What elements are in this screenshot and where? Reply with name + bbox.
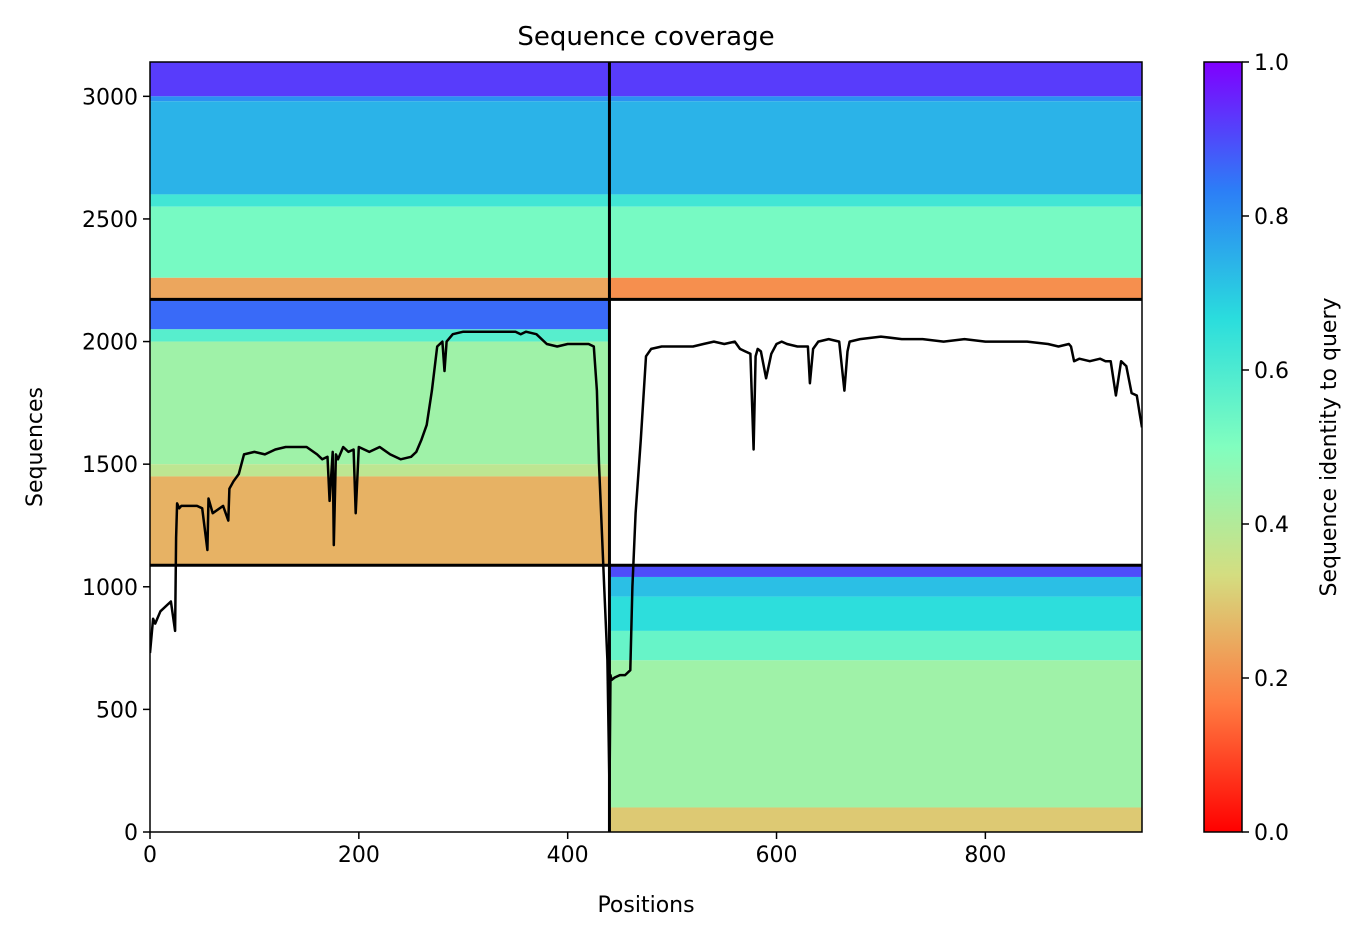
chain-2-bottom-block <box>609 565 1142 832</box>
y-axis: 0 500 1000 1500 2000 2500 3000 <box>82 85 150 846</box>
coverage-line-layer <box>150 330 1142 792</box>
chain-1-self-block <box>150 62 610 300</box>
identity-band <box>150 341 610 465</box>
identity-band <box>150 194 610 207</box>
x-tick-label: 400 <box>547 843 589 868</box>
y-tick-label: 2000 <box>82 331 138 356</box>
coverage-line <box>150 330 1142 792</box>
identity-band <box>150 464 610 477</box>
colorbar-tick-label: 0.0 <box>1254 821 1289 846</box>
chain-2-self-block <box>609 62 1142 300</box>
identity-band <box>609 596 1142 631</box>
x-axis: 0 200 400 600 800 <box>143 832 1006 868</box>
x-tick-label: 600 <box>756 843 798 868</box>
x-tick-label: 800 <box>964 843 1006 868</box>
identity-band <box>609 277 1142 300</box>
colorbar-tick-label: 0.6 <box>1254 359 1289 384</box>
plot-area <box>150 62 1142 832</box>
colorbar-tick-label: 1.0 <box>1254 51 1289 76</box>
colorbar-tick-label: 0.2 <box>1254 667 1289 692</box>
identity-band <box>150 101 610 195</box>
identity-band <box>150 476 610 566</box>
y-tick-label: 500 <box>96 698 138 723</box>
x-tick-label: 0 <box>143 843 157 868</box>
identity-band <box>150 277 610 300</box>
y-tick-label: 3000 <box>82 85 138 110</box>
colorbar: 0.0 0.2 0.4 0.6 0.8 1.0 Sequence identity to … <box>1203 51 1342 846</box>
plot-frame <box>149 61 1143 833</box>
identity-band <box>609 101 1142 195</box>
identity-band <box>609 565 1142 577</box>
identity-band <box>609 630 1142 661</box>
identity-band <box>150 299 610 330</box>
identity-band <box>609 660 1142 808</box>
colorbar-label: Sequence identity to query <box>1317 297 1342 596</box>
y-tick-label: 1500 <box>82 453 138 478</box>
identity-band <box>609 206 1142 278</box>
identity-blocks <box>150 62 1142 832</box>
x-axis-label: Positions <box>597 893 694 918</box>
chart-title: Sequence coverage <box>517 22 774 52</box>
y-axis-label: Sequences <box>23 387 48 507</box>
y-tick-label: 0 <box>124 821 138 846</box>
identity-band <box>609 807 1142 832</box>
identity-band <box>150 62 610 97</box>
chain-1-middle-block <box>150 299 610 566</box>
y-tick-label: 2500 <box>82 208 138 233</box>
colorbar-tick-label: 0.8 <box>1254 205 1289 230</box>
identity-band <box>150 96 610 102</box>
identity-band <box>609 194 1142 207</box>
x-tick-label: 200 <box>338 843 380 868</box>
identity-band <box>609 62 1142 97</box>
identity-band <box>609 576 1142 597</box>
identity-band <box>150 206 610 278</box>
identity-band <box>609 96 1142 102</box>
colorbar-tick-label: 0.4 <box>1254 513 1289 538</box>
y-tick-label: 1000 <box>82 576 138 601</box>
colorbar-ticks: 0.0 0.2 0.4 0.6 0.8 1.0 <box>1242 51 1289 846</box>
colorbar-bar <box>1203 61 1243 833</box>
